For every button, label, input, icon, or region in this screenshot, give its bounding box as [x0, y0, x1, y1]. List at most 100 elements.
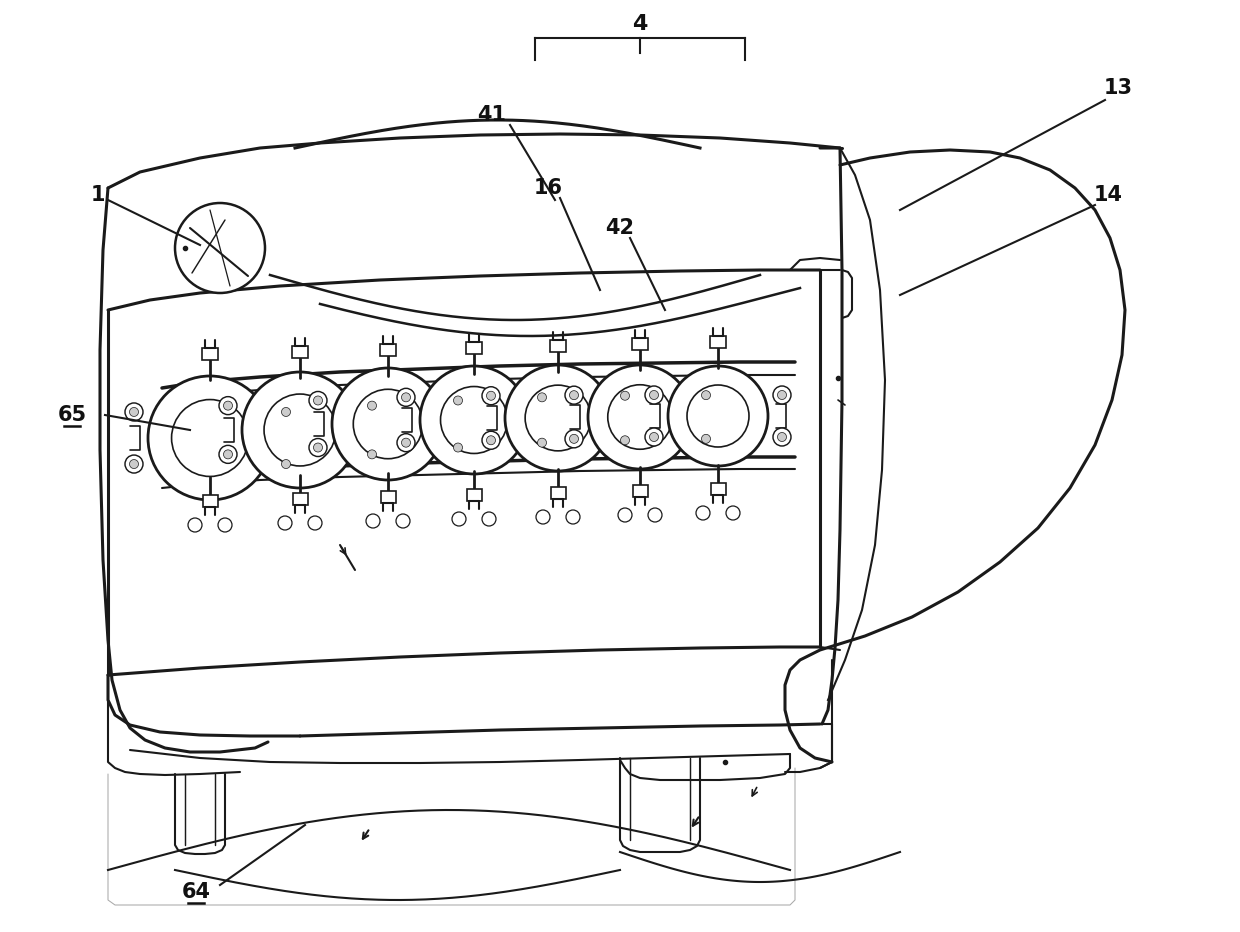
Circle shape: [645, 386, 663, 404]
Circle shape: [367, 401, 377, 410]
Polygon shape: [785, 148, 1125, 762]
Text: 64: 64: [181, 882, 211, 902]
Circle shape: [533, 433, 551, 452]
Circle shape: [449, 391, 467, 409]
Text: 14: 14: [1094, 185, 1122, 205]
FancyBboxPatch shape: [551, 340, 565, 352]
Circle shape: [666, 364, 770, 468]
FancyBboxPatch shape: [711, 336, 725, 348]
Circle shape: [223, 401, 233, 410]
Circle shape: [697, 430, 715, 448]
Circle shape: [396, 514, 410, 528]
FancyBboxPatch shape: [202, 348, 218, 360]
Circle shape: [687, 385, 749, 447]
FancyBboxPatch shape: [203, 495, 218, 507]
Circle shape: [440, 387, 507, 454]
Circle shape: [363, 445, 381, 463]
Circle shape: [482, 512, 496, 526]
Circle shape: [366, 514, 379, 528]
Circle shape: [503, 363, 613, 473]
Circle shape: [486, 391, 496, 400]
Circle shape: [264, 394, 336, 466]
Circle shape: [241, 370, 360, 490]
Circle shape: [278, 516, 291, 530]
Circle shape: [175, 203, 265, 293]
FancyBboxPatch shape: [293, 493, 308, 505]
Circle shape: [418, 364, 529, 476]
Circle shape: [219, 397, 237, 415]
Circle shape: [125, 403, 143, 421]
Circle shape: [702, 391, 711, 400]
Circle shape: [454, 396, 463, 405]
Circle shape: [148, 376, 272, 500]
FancyBboxPatch shape: [551, 487, 565, 499]
Circle shape: [242, 372, 358, 488]
Circle shape: [308, 516, 322, 530]
Circle shape: [171, 400, 248, 476]
Circle shape: [420, 366, 528, 474]
Circle shape: [281, 459, 290, 469]
Text: 1: 1: [91, 185, 105, 205]
FancyBboxPatch shape: [291, 346, 308, 358]
Circle shape: [281, 407, 290, 417]
Circle shape: [537, 438, 547, 447]
Circle shape: [536, 510, 551, 524]
FancyBboxPatch shape: [711, 483, 725, 495]
Circle shape: [486, 436, 496, 445]
FancyBboxPatch shape: [379, 344, 396, 356]
Circle shape: [565, 430, 583, 448]
Circle shape: [482, 432, 500, 449]
Circle shape: [482, 387, 500, 404]
Circle shape: [620, 436, 630, 445]
Circle shape: [402, 438, 410, 447]
Circle shape: [565, 510, 580, 524]
Circle shape: [277, 403, 295, 421]
Circle shape: [649, 508, 662, 522]
Circle shape: [397, 389, 415, 406]
Text: 4: 4: [632, 14, 647, 34]
Circle shape: [725, 506, 740, 520]
Circle shape: [218, 518, 232, 532]
Circle shape: [588, 365, 692, 469]
Circle shape: [454, 443, 463, 452]
Circle shape: [608, 385, 672, 449]
Text: 13: 13: [1104, 78, 1132, 98]
Circle shape: [777, 432, 786, 442]
Circle shape: [537, 392, 547, 402]
FancyBboxPatch shape: [632, 485, 649, 497]
Circle shape: [668, 366, 768, 466]
Circle shape: [697, 386, 715, 404]
Circle shape: [397, 433, 415, 452]
FancyBboxPatch shape: [466, 342, 482, 354]
FancyBboxPatch shape: [632, 338, 649, 350]
Circle shape: [223, 450, 233, 459]
Circle shape: [533, 389, 551, 406]
Circle shape: [125, 455, 143, 473]
Text: 16: 16: [533, 178, 563, 198]
Circle shape: [314, 396, 322, 405]
Circle shape: [773, 428, 791, 446]
Circle shape: [277, 455, 295, 473]
Circle shape: [367, 450, 377, 459]
Circle shape: [650, 391, 658, 400]
Circle shape: [309, 439, 327, 457]
Circle shape: [696, 506, 711, 520]
Circle shape: [402, 392, 410, 402]
Circle shape: [449, 439, 467, 457]
Circle shape: [650, 432, 658, 442]
Circle shape: [702, 434, 711, 444]
Text: 41: 41: [477, 105, 506, 125]
Circle shape: [616, 387, 634, 404]
Circle shape: [565, 386, 583, 404]
Circle shape: [309, 391, 327, 409]
Circle shape: [526, 385, 591, 451]
Circle shape: [645, 428, 663, 446]
Text: 65: 65: [57, 405, 87, 425]
FancyBboxPatch shape: [467, 489, 482, 501]
Circle shape: [620, 391, 630, 400]
Circle shape: [773, 386, 791, 404]
Circle shape: [777, 391, 786, 400]
Circle shape: [353, 390, 423, 459]
Text: 42: 42: [605, 218, 635, 238]
Circle shape: [587, 363, 694, 471]
